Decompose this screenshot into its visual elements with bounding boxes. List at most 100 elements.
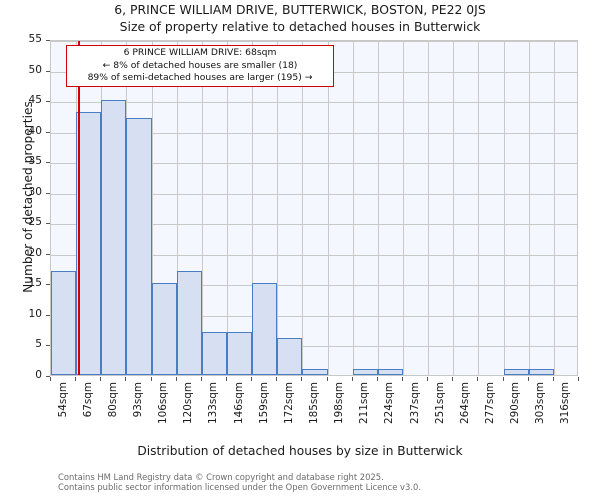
- x-axis-tick-label: 303sqm: [534, 382, 547, 424]
- x-axis-tick-mark: [326, 377, 328, 381]
- y-axis-tick-label: 55: [28, 33, 42, 45]
- x-axis-tick-label: 237sqm: [408, 382, 421, 424]
- x-axis-tick-mark: [226, 377, 227, 381]
- gridline-vertical: [453, 41, 455, 375]
- x-axis-tick-mark: [502, 377, 504, 381]
- x-axis-tick-label: 67sqm: [81, 382, 94, 418]
- x-axis-tick-label: 277sqm: [484, 382, 496, 424]
- y-axis-tick-mark: [46, 40, 50, 41]
- y-axis-tick-mark: [46, 376, 50, 377]
- gridline-horizontal: [51, 163, 577, 165]
- gridline-vertical: [302, 41, 304, 375]
- x-axis-tick-label: 198sqm: [333, 382, 346, 424]
- x-axis-tick-label: 316sqm: [559, 382, 572, 424]
- x-axis-label: Distribution of detached houses by size …: [137, 444, 463, 458]
- x-axis-tick-mark: [75, 377, 77, 381]
- annotation-line-2: ← 8% of detached houses are smaller (18): [102, 59, 298, 71]
- gridline-vertical: [176, 41, 178, 375]
- y-axis-tick-mark: [46, 192, 50, 194]
- footer-line-2: Contains public sector information licen…: [58, 482, 421, 492]
- y-axis-tick-mark: [46, 284, 50, 286]
- gridline-horizontal: [51, 193, 577, 195]
- x-axis-tick-label: 290sqm: [509, 382, 522, 424]
- gridline-vertical: [327, 41, 329, 375]
- histogram-bar: [352, 368, 378, 375]
- x-axis-tick-label: 251sqm: [433, 382, 446, 424]
- x-axis-tick-mark: [452, 377, 454, 381]
- y-axis-tick-mark: [46, 162, 50, 164]
- x-axis-tick-mark: [200, 377, 202, 381]
- gridline-horizontal: [51, 254, 577, 256]
- gridline-vertical: [352, 41, 354, 375]
- gridline-vertical: [478, 41, 480, 375]
- y-axis-tick-label: 5: [35, 338, 42, 351]
- annotation-line-1: 6 PRINCE WILLIAM DRIVE: 68sqm: [123, 47, 277, 58]
- x-axis-tick-mark: [527, 377, 529, 381]
- chart-subtitle: Size of property relative to detached ho…: [119, 19, 481, 34]
- y-axis-tick-mark: [46, 101, 50, 103]
- gridline-vertical: [377, 41, 379, 375]
- gridline-horizontal: [51, 132, 577, 134]
- y-axis-tick-label: 30: [28, 185, 42, 198]
- y-axis-tick-mark: [46, 70, 50, 72]
- page-title: 6, PRINCE WILLIAM DRIVE, BUTTERWICK, BOS…: [114, 2, 486, 17]
- gridline-vertical: [503, 41, 505, 375]
- gridline-vertical: [553, 41, 555, 375]
- gridline-horizontal: [51, 346, 577, 348]
- x-axis-tick-mark: [552, 377, 554, 381]
- histogram-bar: [176, 271, 202, 375]
- x-axis-tick-label: 185sqm: [308, 382, 320, 424]
- histogram-bar: [377, 368, 403, 375]
- gridline-horizontal: [51, 102, 577, 104]
- y-axis-tick-label: 0: [35, 369, 42, 381]
- y-axis-tick-mark: [46, 314, 50, 316]
- property-size-marker: [78, 41, 80, 375]
- x-axis-tick-label: 264sqm: [458, 382, 471, 424]
- gridline-vertical: [227, 41, 228, 375]
- x-axis-tick-label: 211sqm: [358, 382, 371, 424]
- x-axis-tick-label: 159sqm: [257, 382, 270, 424]
- x-axis-tick-mark: [100, 377, 102, 381]
- x-axis-tick-mark: [125, 377, 127, 381]
- gridline-vertical: [201, 41, 203, 375]
- x-axis-tick-label: 146sqm: [232, 382, 245, 424]
- x-axis-tick-label: 54sqm: [56, 382, 69, 418]
- x-axis-tick-mark: [301, 377, 303, 381]
- histogram-bar: [503, 368, 529, 375]
- y-axis-tick-label: 25: [28, 216, 42, 229]
- x-axis-tick-mark: [477, 377, 479, 381]
- gridline-vertical: [428, 41, 430, 375]
- y-axis-tick-label: 35: [28, 155, 42, 168]
- histogram-bar: [302, 368, 328, 375]
- footer-line-1: Contains HM Land Registry data © Crown c…: [58, 472, 384, 482]
- histogram-bar: [201, 332, 227, 375]
- y-axis-tick-label: 40: [28, 124, 42, 137]
- annotation-line-3: 89% of semi-detached houses are larger (…: [87, 72, 313, 84]
- histogram-bar: [277, 338, 303, 375]
- histogram-bar: [101, 100, 127, 375]
- x-axis-tick-mark: [175, 377, 177, 381]
- gridline-vertical: [528, 41, 530, 375]
- y-axis-tick-mark: [46, 131, 50, 133]
- y-axis-tick-label: 45: [28, 94, 42, 107]
- x-axis-tick-mark: [50, 377, 51, 381]
- y-axis-tick-mark: [46, 253, 50, 255]
- y-axis-tick-mark: [46, 223, 50, 225]
- x-axis-tick-label: 93sqm: [132, 382, 144, 418]
- y-axis-tick-label: 50: [28, 63, 42, 76]
- gridline-vertical: [403, 41, 404, 375]
- x-axis-tick-label: 224sqm: [383, 382, 396, 424]
- gridline-horizontal: [51, 285, 577, 287]
- histogram-bar: [227, 332, 253, 375]
- plot-area: [50, 40, 578, 376]
- x-axis-tick-label: 120sqm: [182, 382, 195, 424]
- x-axis-tick-mark: [427, 377, 429, 381]
- x-axis-tick-label: 80sqm: [106, 382, 119, 418]
- gridline-horizontal: [51, 315, 577, 317]
- x-axis-tick-mark: [402, 377, 403, 381]
- x-axis-tick-mark: [351, 377, 353, 381]
- bar-series: [51, 41, 577, 375]
- x-axis-tick-label: 172sqm: [282, 382, 295, 424]
- x-axis-tick-label: 106sqm: [157, 382, 170, 424]
